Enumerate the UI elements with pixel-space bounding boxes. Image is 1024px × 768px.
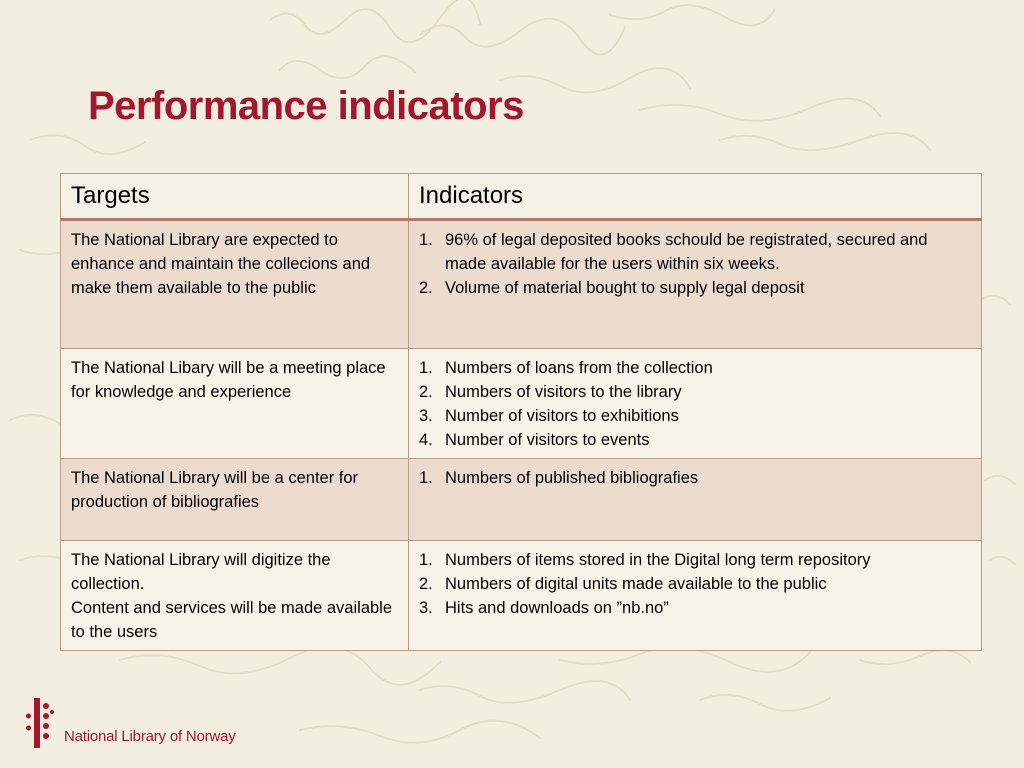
indicator-list: 1. Numbers of loans from the collection 2… xyxy=(419,356,971,452)
indicator-list: 1. 96% of legal deposited books schould b… xyxy=(419,228,971,300)
indicator-item: 1. 96% of legal deposited books schould b… xyxy=(419,231,928,273)
indicator-list: 1. Numbers of published bibliografies xyxy=(419,466,971,490)
indicator-list: 1. Numbers of items stored in the Digital… xyxy=(419,548,971,620)
indicator-item: 3. Hits and downloads on ”nb.no” xyxy=(419,599,669,617)
target-cell: The National Library will be a center fo… xyxy=(60,458,409,541)
logo-text: National Library of Norway xyxy=(64,727,236,745)
target-line: The National Library will digitize the c… xyxy=(71,551,331,593)
indicator-item: 2. Numbers of digital units made availabl… xyxy=(419,575,827,593)
indicator-item: 1. Numbers of loans from the collection xyxy=(419,359,713,377)
target-cell: The National Library will digitize the c… xyxy=(60,540,409,651)
performance-table: Targets Indicators The National Library … xyxy=(60,173,982,651)
indicator-item: 2. Numbers of visitors to the library xyxy=(419,383,682,401)
table-row: The National Library will be a center fo… xyxy=(60,458,982,541)
table-header-row: Targets Indicators xyxy=(60,173,982,221)
library-logo-icon xyxy=(26,698,54,748)
indicators-cell: 1. Numbers of loans from the collection 2… xyxy=(408,348,982,459)
performance-table-container: Targets Indicators The National Library … xyxy=(60,173,982,651)
indicator-item: 3. Number of visitors to exhibitions xyxy=(419,407,679,425)
indicator-item: 2. Volume of material bought to supply le… xyxy=(419,279,805,297)
header-targets: Targets xyxy=(60,173,409,221)
indicators-cell: 1. Numbers of published bibliografies xyxy=(408,458,982,541)
header-indicators: Indicators xyxy=(408,173,982,221)
table-row: The National Library are expected to enh… xyxy=(60,219,982,349)
indicators-cell: 1. 96% of legal deposited books schould b… xyxy=(408,219,982,349)
target-cell: The National Library are expected to enh… xyxy=(60,219,409,349)
indicators-cell: 1. Numbers of items stored in the Digital… xyxy=(408,540,982,651)
table-row: The National Libary will be a meeting pl… xyxy=(60,348,982,459)
table-row: The National Library will digitize the c… xyxy=(60,540,982,651)
indicator-item: 1. Numbers of items stored in the Digital… xyxy=(419,551,871,569)
target-cell: The National Libary will be a meeting pl… xyxy=(60,348,409,459)
national-library-logo: National Library of Norway xyxy=(26,698,236,748)
target-line: Content and services will be made availa… xyxy=(71,599,393,641)
slide-title: Performance indicators xyxy=(88,84,524,128)
indicator-item: 4. Number of visitors to events xyxy=(419,431,650,449)
indicator-item: 1. Numbers of published bibliografies xyxy=(419,469,699,487)
